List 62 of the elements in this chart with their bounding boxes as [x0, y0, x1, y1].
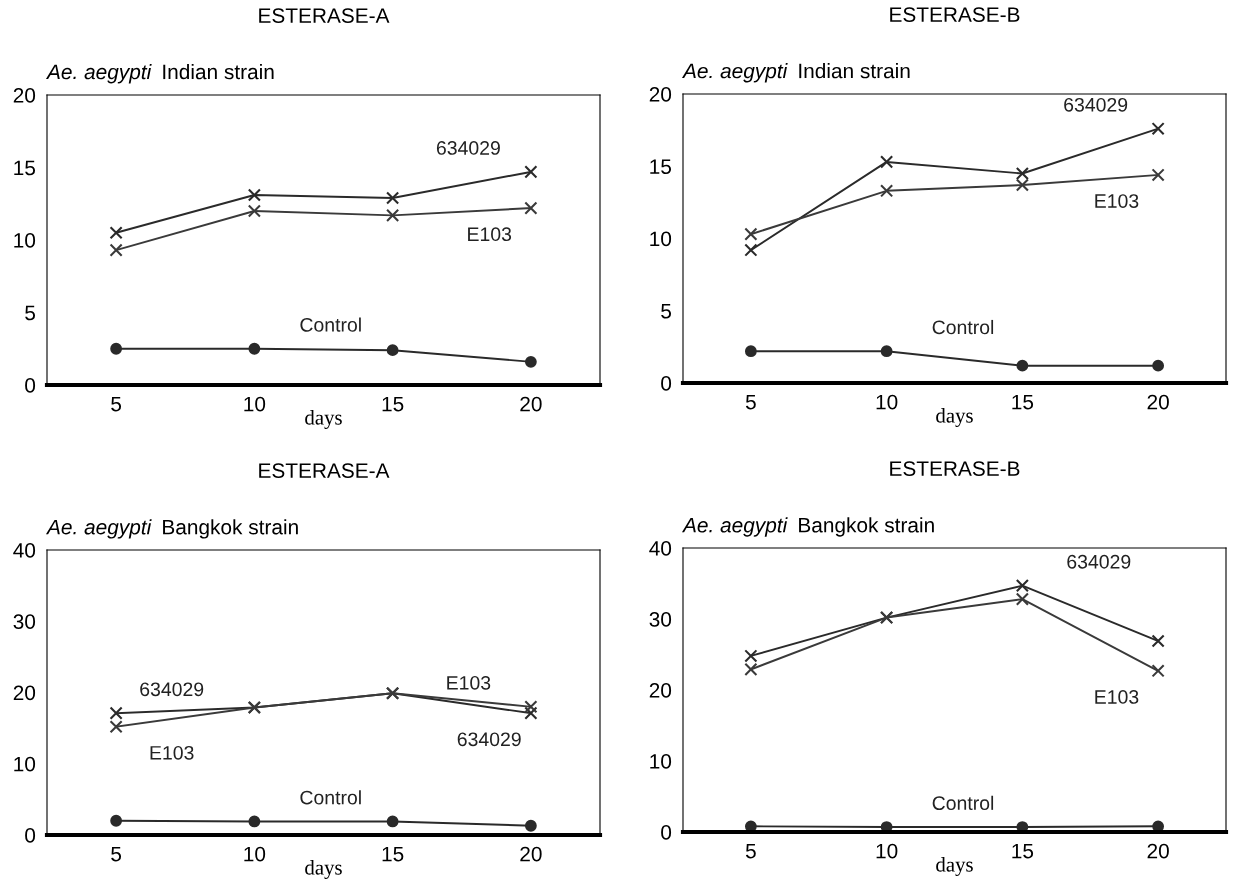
x-tick-label: 5 [745, 394, 756, 410]
annotation: 634029 [1064, 97, 1128, 112]
x-tick-label: 10 [244, 396, 266, 412]
x-axis-title: days [305, 859, 342, 879]
chart-title: ESTERASE-A [259, 8, 390, 23]
x-tick-label: 20 [520, 846, 542, 862]
annotation: E103 [468, 227, 512, 242]
x-tick-label: 15 [382, 396, 404, 412]
x-tick-label: 5 [111, 396, 122, 412]
annotation: 634029 [436, 141, 500, 155]
annotation: Control [300, 790, 361, 805]
y-tick-label: 40 [649, 541, 672, 556]
x-tick-label: 15 [1012, 843, 1034, 859]
x-tick-label: 5 [111, 846, 122, 862]
annotation: E103 [150, 745, 194, 760]
x-tick-label: 10 [876, 394, 898, 410]
y-tick-label: 0 [25, 378, 36, 393]
chart-title: ESTERASE-A [259, 463, 390, 478]
x-tick-label: 10 [876, 843, 898, 859]
y-tick-label: 15 [14, 160, 36, 176]
annotation: E103 [447, 675, 491, 690]
annotation: Control [932, 319, 994, 335]
y-tick-label: 5 [25, 305, 36, 321]
chart-subtitle: Ae. aegypti Bangkok strain [45, 519, 298, 539]
y-tick-label: 40 [13, 543, 36, 558]
annotation: E103 [1095, 690, 1139, 704]
annotation: 634029 [1067, 554, 1131, 569]
chart-title: ESTERASE-B [890, 7, 1020, 22]
x-tick-label: 20 [1147, 843, 1169, 859]
y-tick-label: 20 [13, 685, 36, 701]
y-tick-label: 0 [661, 376, 672, 391]
x-axis-title: days [936, 856, 973, 876]
x-tick-label: 15 [382, 846, 404, 862]
annotation: 634029 [140, 682, 204, 697]
annotation: Control [932, 795, 994, 811]
y-tick-label: 20 [649, 87, 672, 102]
x-tick-label: 5 [745, 843, 756, 859]
y-tick-label: 0 [661, 825, 672, 840]
y-tick-label: 10 [650, 754, 672, 769]
x-tick-label: 20 [1147, 394, 1169, 410]
y-tick-label: 0 [25, 828, 36, 843]
chart-subtitle: Ae. aegypti Indian strain [681, 63, 910, 83]
y-tick-label: 30 [649, 612, 672, 627]
y-tick-label: 15 [650, 159, 672, 174]
x-tick-label: 10 [244, 846, 266, 862]
x-axis-title: days [936, 407, 973, 427]
y-tick-label: 20 [13, 88, 36, 103]
x-tick-label: 20 [520, 396, 542, 412]
y-tick-label: 10 [14, 233, 36, 248]
x-tick-label: 15 [1012, 394, 1034, 410]
chart-subtitle: Ae. aegypti Bangkok strain [681, 517, 934, 537]
y-tick-label: 30 [13, 614, 36, 629]
y-tick-label: 10 [650, 231, 672, 247]
y-tick-label: 5 [661, 303, 672, 319]
chart-title: ESTERASE-B [890, 461, 1020, 476]
annotation: Control [300, 317, 361, 332]
chart-subtitle: Ae. aegypti Indian strain [45, 63, 274, 84]
x-axis-title: days [305, 409, 342, 429]
annotation: 634029 [457, 732, 521, 747]
y-tick-label: 20 [649, 683, 672, 698]
y-tick-label: 10 [14, 756, 36, 772]
annotation: E103 [1095, 194, 1139, 208]
